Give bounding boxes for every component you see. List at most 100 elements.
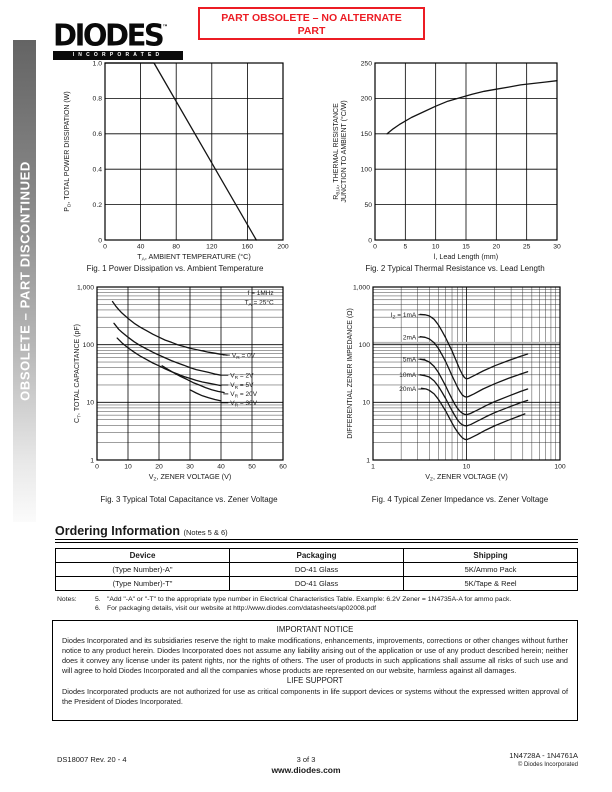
svg-text:100: 100 xyxy=(83,342,95,349)
trademark-symbol: ™ xyxy=(162,23,169,31)
svg-text:10: 10 xyxy=(86,400,94,407)
table-row: (Type Number)-A" DO-41 Glass 5K/Ammo Pac… xyxy=(55,562,578,577)
footer-right: 1N4728A - 1N4761A © Diodes Incorporated xyxy=(509,751,578,768)
svg-text:200: 200 xyxy=(361,96,373,103)
fig3-caption: Fig. 3 Typical Total Capacitance vs. Zen… xyxy=(100,495,278,504)
svg-text:20: 20 xyxy=(493,244,501,251)
device-cell: (Type Number)-A" xyxy=(55,562,230,577)
svg-text:20mA: 20mA xyxy=(399,386,417,393)
obsolete-sidebar-banner: OBSOLETE – PART DISCONTINUED xyxy=(13,40,36,522)
note-5-text: "Add "-A" or "-T" to the appropriate typ… xyxy=(107,596,512,603)
svg-text:VR = 30V: VR = 30V xyxy=(230,400,257,409)
svg-text:0: 0 xyxy=(98,237,102,244)
part-obsolete-line1: PART OBSOLETE – NO ALTERNATE xyxy=(221,12,402,24)
svg-text:l, Lead Length (mm): l, Lead Length (mm) xyxy=(434,252,498,261)
ordering-header-row: Device Packaging Shipping xyxy=(55,548,578,563)
notes-items: 5. "Add "-A" or "-T" to the appropriate … xyxy=(95,596,511,614)
svg-text:0: 0 xyxy=(368,237,372,244)
svg-text:0.4: 0.4 xyxy=(93,167,103,174)
svg-text:10mA: 10mA xyxy=(399,372,417,379)
svg-text:60: 60 xyxy=(279,464,287,471)
ordering-table: Device Packaging Shipping (Type Number)-… xyxy=(55,548,578,591)
svg-text:1,000: 1,000 xyxy=(353,284,370,291)
part-obsolete-notice: PART OBSOLETE – NO ALTERNATE PART xyxy=(198,7,425,40)
fig2-caption: Fig. 2 Typical Thermal Resistance vs. Le… xyxy=(365,264,545,273)
shipping-cell: 5K/Ammo Pack xyxy=(403,562,578,577)
svg-text:1: 1 xyxy=(90,457,94,464)
svg-text:250: 250 xyxy=(361,60,373,67)
fig3-capacitance-chart: 0 10 20 30 40 50 60 1 10 100 1,000 VZ, ZENER VOLTAG… xyxy=(74,284,287,482)
svg-text:30: 30 xyxy=(186,464,194,471)
svg-text:VR = 0V: VR = 0V xyxy=(232,352,256,361)
figure-1: 0 40 80 120 160 200 0 0.2 0.4 0.6 0.8 1.0 TA, AMBIEN… xyxy=(55,56,295,273)
note-6-text[interactable]: For packaging details, visit our website… xyxy=(107,605,377,612)
svg-text:25: 25 xyxy=(523,244,531,251)
col-header-shipping: Shipping xyxy=(403,548,578,563)
svg-text:150: 150 xyxy=(361,131,373,138)
note-6: 6. For packaging details, visit our webs… xyxy=(95,605,377,612)
svg-text:10: 10 xyxy=(432,244,440,251)
life-support-title: LIFE SUPPORT xyxy=(286,676,344,685)
packaging-cell: DO-41 Glass xyxy=(229,562,404,577)
diodes-logo: DIODES™ INCORPORATED xyxy=(53,13,185,60)
svg-text:CT, TOTAL CAPACITANCE (pF): CT, TOTAL CAPACITANCE (pF) xyxy=(74,324,83,423)
svg-text:0.8: 0.8 xyxy=(93,96,103,103)
svg-text:RθJA, THERMAL RESISTANCE: RθJA, THERMAL RESISTANCE xyxy=(333,103,342,200)
svg-text:10: 10 xyxy=(362,400,370,407)
svg-text:40: 40 xyxy=(137,244,145,251)
svg-text:1: 1 xyxy=(371,464,375,471)
sidebar-vertical-text: OBSOLETE – PART DISCONTINUED xyxy=(17,161,32,401)
svg-text:40: 40 xyxy=(217,464,225,471)
footer-part-range: 1N4728A - 1N4761A xyxy=(509,751,578,760)
svg-text:1: 1 xyxy=(366,457,370,464)
svg-text:VZ, ZENER VOLTAGE (V): VZ, ZENER VOLTAGE (V) xyxy=(425,472,508,483)
fig1-power-dissipation-chart: 0 40 80 120 160 200 0 0.2 0.4 0.6 0.8 1.0 TA, AMBIEN… xyxy=(64,60,289,261)
svg-text:50: 50 xyxy=(364,202,372,209)
ordering-information-title: Ordering Information (Notes 5 & 6) xyxy=(55,524,228,538)
fig2-thermal-resistance-chart: 0 5 10 15 20 25 30 0 50 100 150 200 250 l, Lead Lengt… xyxy=(333,60,561,261)
diodes-logo-incorporated: INCORPORATED xyxy=(53,51,183,60)
ordering-title-note: (Notes 5 & 6) xyxy=(183,528,228,537)
svg-text:JUNCTION TO AMBIENT (°C/W): JUNCTION TO AMBIENT (°C/W) xyxy=(340,100,348,202)
table-row: (Type Number)-T" DO-41 Glass 5K/Tape & R… xyxy=(55,576,578,591)
svg-text:IZ = 1mA: IZ = 1mA xyxy=(391,312,417,321)
col-header-device: Device xyxy=(55,548,230,563)
svg-text:0: 0 xyxy=(103,244,107,251)
svg-text:TA = 25°C: TA = 25°C xyxy=(245,298,274,308)
important-notice-title: IMPORTANT NOTICE xyxy=(276,625,354,634)
footer-website-link[interactable]: www.diodes.com xyxy=(271,765,341,775)
svg-text:1,000: 1,000 xyxy=(77,284,94,291)
figure-4: 1 10 100 1 10 100 1,000 VZ, ZENER VOLTAGE (V) DI… xyxy=(340,280,580,504)
svg-text:200: 200 xyxy=(277,244,289,251)
svg-text:VR = 5V: VR = 5V xyxy=(230,382,254,391)
svg-text:TA, AMBIENT TEMPERATURE (°C): TA, AMBIENT TEMPERATURE (°C) xyxy=(137,252,251,261)
footer-page-number: 3 of 3 xyxy=(296,755,316,764)
important-notice-body: Diodes Incorporated and its subsidiaries… xyxy=(62,636,568,675)
notes-label: Notes: xyxy=(57,596,77,603)
svg-text:80: 80 xyxy=(172,244,180,251)
svg-text:100: 100 xyxy=(554,464,566,471)
col-header-packaging: Packaging xyxy=(229,548,404,563)
svg-text:20: 20 xyxy=(155,464,163,471)
svg-text:DIFFERENTIAL ZENER IMPEDANCE (: DIFFERENTIAL ZENER IMPEDANCE (Ω) xyxy=(347,308,354,439)
section-divider xyxy=(55,539,578,543)
svg-text:VR = 20V: VR = 20V xyxy=(230,391,257,400)
fig1-caption: Fig. 1 Power Dissipation vs. Ambient Tem… xyxy=(86,264,264,273)
svg-text:5: 5 xyxy=(403,244,407,251)
svg-text:0.6: 0.6 xyxy=(93,131,103,138)
ordering-notes: Notes: 5. "Add "-A" or "-T" to the appro… xyxy=(57,596,577,614)
fig4-caption: Fig. 4 Typical Zener Impedance vs. Zener… xyxy=(371,495,549,504)
diodes-logo-wordmark: DIODES™ xyxy=(53,17,169,54)
svg-text:5mA: 5mA xyxy=(403,356,417,363)
svg-text:120: 120 xyxy=(206,244,218,251)
shipping-cell: 5K/Tape & Reel xyxy=(403,576,578,591)
svg-text:PD, TOTAL POWER DISSIPATION (W: PD, TOTAL POWER DISSIPATION (W) xyxy=(64,91,73,211)
footer-center: 3 of 3 www.diodes.com xyxy=(0,755,612,775)
svg-text:160: 160 xyxy=(242,244,254,251)
svg-text:15: 15 xyxy=(462,244,470,251)
part-obsolete-line2: PART xyxy=(297,25,326,37)
svg-text:30: 30 xyxy=(553,244,561,251)
important-notice-box: IMPORTANT NOTICE Diodes Incorporated and… xyxy=(52,620,578,721)
device-cell: (Type Number)-T" xyxy=(55,576,230,591)
